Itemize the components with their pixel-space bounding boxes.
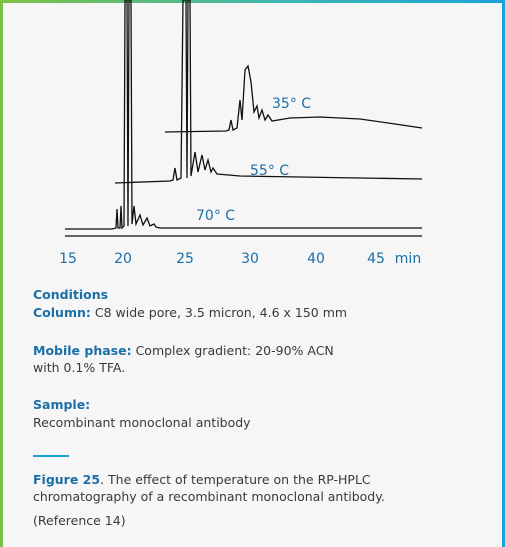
trace-label: 35° C [272,96,311,112]
border-left [0,0,3,547]
text: C8 wide pore, 3.5 micron, 4.6 x 150 mm [94,305,348,320]
separator [33,455,69,457]
caption-line: chromatography of a recombinant monoclon… [33,489,385,504]
text: Complex gradient: 20-90% ACN [135,343,334,358]
chromatogram: 35° C 55° C 70° C 15 20 25 30 40 45 min [59,0,423,267]
x-tick-label: 40 [307,251,325,267]
caption-label: Figure 25 [33,472,101,487]
border-top [0,0,505,3]
caption-line: Figure 25. The effect of temperature on … [33,472,371,487]
reference: (Reference 14) [33,513,126,528]
x-tick-label: 45 [367,251,385,267]
x-unit: min [395,251,421,267]
x-tick-label: 20 [114,251,132,267]
column: Column: C8 wide pore, 3.5 micron, 4.6 x … [33,305,347,320]
border-right [502,0,505,547]
trace-label: 70° C [196,208,235,224]
label: Column: [33,305,91,320]
trace-55 [114,0,423,184]
x-tick-label: 15 [59,251,77,267]
mobile-phase-cont: with 0.1% TFA. [33,360,126,375]
caption-text: . The effect of temperature on the RP-HP… [100,472,371,487]
x-tick-label: 25 [176,251,194,267]
trace-70 [65,0,422,230]
label: Mobile phase: [33,343,132,358]
sample-text: Recombinant monoclonal antibody [33,415,251,430]
conditions-title: Conditions [33,287,109,302]
mobile-phase: Mobile phase: Complex gradient: 20-90% A… [33,343,334,358]
trace-label: 55° C [250,163,289,179]
trace-35 [164,64,423,133]
x-tick-label: 30 [241,251,259,267]
sample-label: Sample: [33,397,91,412]
